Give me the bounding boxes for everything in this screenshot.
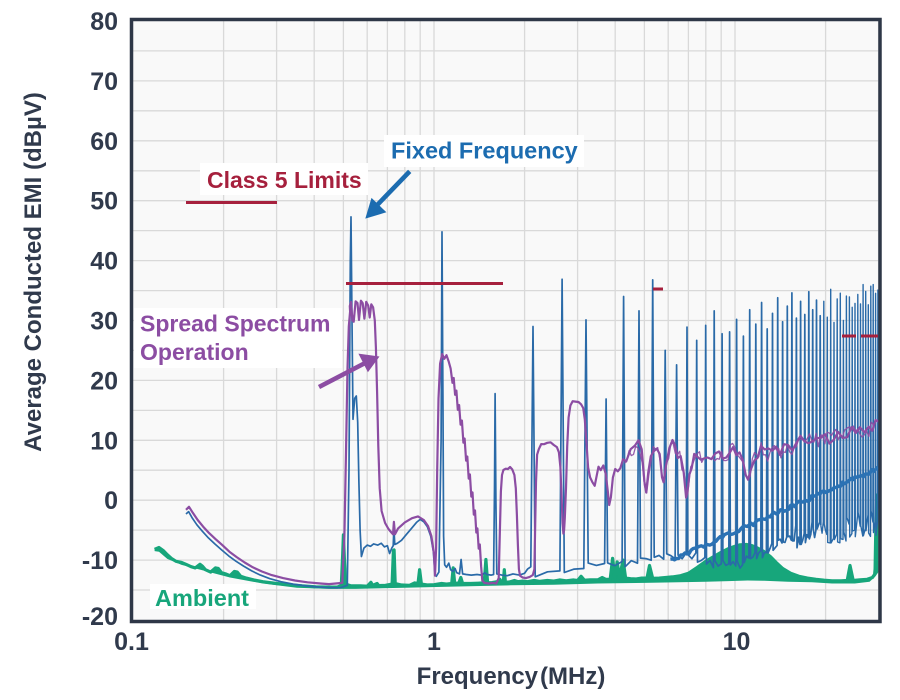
svg-text:Operation: Operation [140, 339, 249, 365]
svg-text:70: 70 [90, 68, 118, 96]
svg-text:Class 5 Limits: Class 5 Limits [207, 167, 362, 193]
svg-text:0: 0 [104, 487, 118, 515]
svg-text:Spread Spectrum: Spread Spectrum [140, 311, 330, 337]
svg-text:40: 40 [90, 248, 118, 276]
svg-text:10: 10 [90, 427, 118, 455]
svg-text:30: 30 [90, 308, 118, 336]
svg-text:Average Conducted EMI (dBµV): Average Conducted EMI (dBµV) [20, 92, 47, 452]
svg-text:-10: -10 [82, 547, 118, 575]
svg-text:-20: -20 [82, 603, 118, 631]
svg-text:1: 1 [427, 628, 441, 656]
svg-text:20: 20 [90, 367, 118, 395]
svg-text:0.1: 0.1 [114, 628, 149, 656]
svg-text:Ambient: Ambient [155, 585, 249, 611]
svg-text:Frequency (MHz): Frequency (MHz) [417, 663, 606, 690]
svg-text:50: 50 [90, 188, 118, 216]
svg-text:80: 80 [90, 8, 118, 36]
svg-text:Fixed Frequency: Fixed Frequency [391, 138, 578, 164]
svg-text:10: 10 [723, 628, 751, 656]
svg-text:60: 60 [90, 128, 118, 156]
